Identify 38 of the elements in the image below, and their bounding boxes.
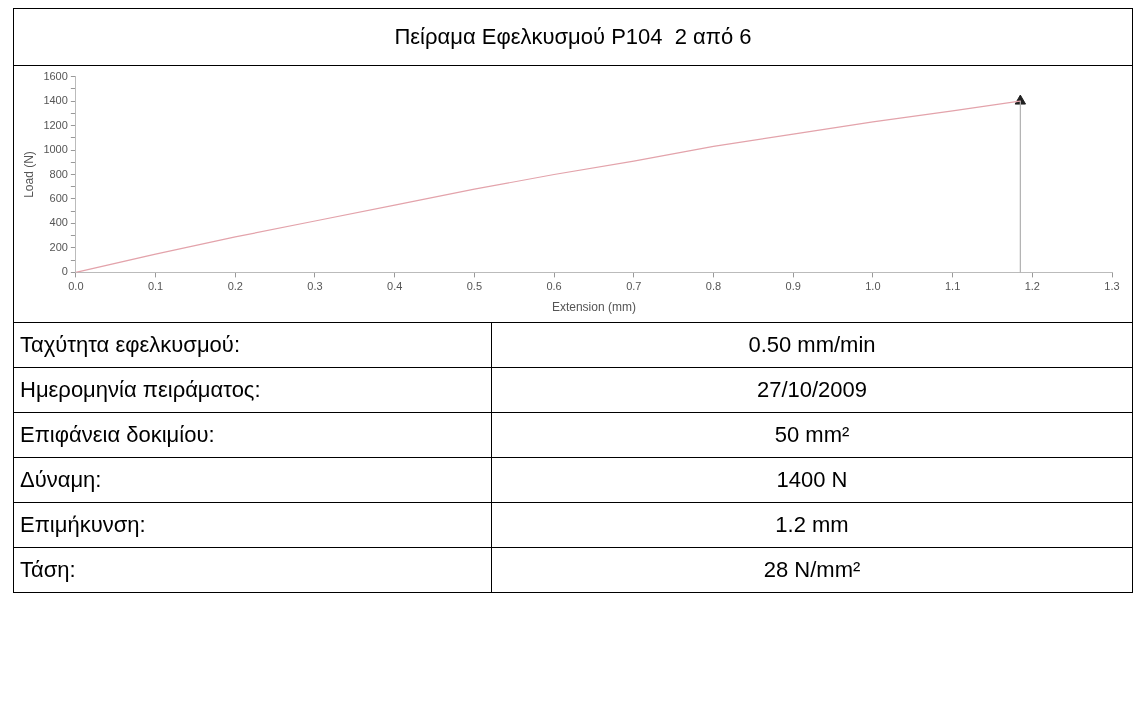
x-tick-label: 0.5 <box>466 280 483 293</box>
y-tick-label: 400 <box>49 216 68 229</box>
x-tick-label: 0.8 <box>705 280 722 293</box>
x-tick-label: 0.3 <box>307 280 323 293</box>
x-tick-label: 1.2 <box>1024 280 1040 293</box>
y-tick-label: 600 <box>49 192 68 205</box>
x-tick-label: 1.0 <box>865 280 881 293</box>
y-tick-label: 0 <box>61 265 68 278</box>
text: 27/10/2009 <box>491 367 1133 413</box>
y-axis-title: Load (N) <box>21 151 36 198</box>
x-tick-label: 0.7 <box>626 280 642 293</box>
x-axis-title: Extension (mm) <box>551 300 636 315</box>
x-tick-label: 1.1 <box>944 280 961 293</box>
text: Τάση: <box>13 547 492 593</box>
x-tick-label: 0.9 <box>785 280 801 293</box>
text: Δύναμη: <box>13 457 492 503</box>
text: 50 mm² <box>491 412 1133 458</box>
text: 1.2 mm <box>491 502 1133 548</box>
text: 28 N/mm² <box>491 547 1133 593</box>
x-tick-label: 0.2 <box>227 280 243 293</box>
y-tick-label: 800 <box>49 167 68 180</box>
text: 0.50 mm/min <box>491 322 1133 368</box>
y-tick-label: 1200 <box>43 118 68 131</box>
y-tick-label: 200 <box>49 240 68 253</box>
text: Επιμήκυνση: <box>13 502 492 548</box>
y-tick-label: 1000 <box>43 143 68 156</box>
x-tick-label: 0.0 <box>68 280 84 293</box>
text: Επιφάνεια δοκιμίου: <box>13 412 492 458</box>
text: Ταχύτητα εφελκυσμού: <box>13 322 492 368</box>
x-tick-label: 1.3 <box>1104 280 1120 293</box>
x-tick-label: 0.4 <box>387 280 403 293</box>
text: 1400 N <box>491 457 1133 503</box>
x-tick-label: 0.6 <box>546 280 562 293</box>
text: Ημερομηνία πειράματος: <box>13 367 492 413</box>
y-tick-label: 1600 <box>43 69 68 82</box>
y-tick-label: 1400 <box>43 94 68 107</box>
x-tick-label: 0.1 <box>147 280 164 293</box>
chart-title: Πείραμα Εφελκυσμού P104 2 από 6 <box>13 8 1133 66</box>
